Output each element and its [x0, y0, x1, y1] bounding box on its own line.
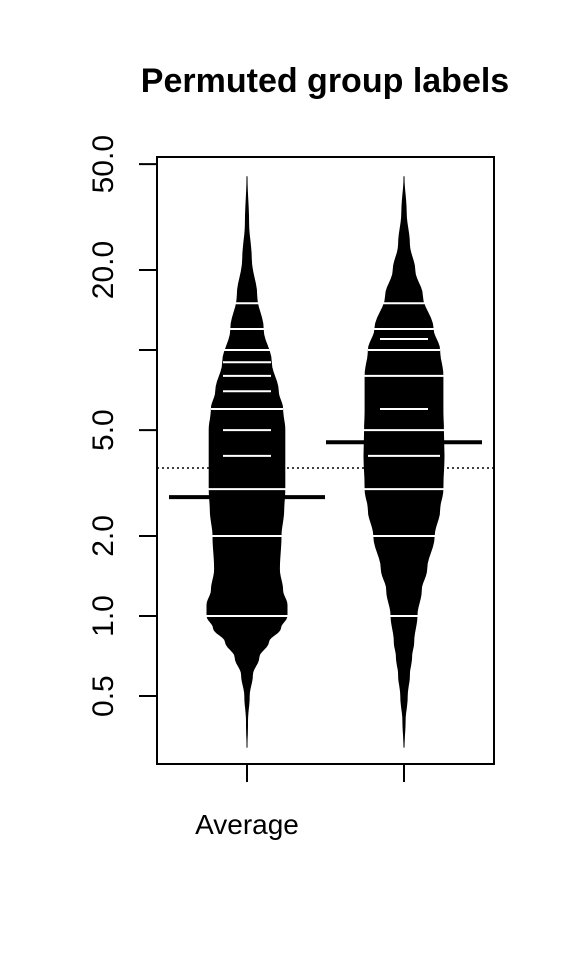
y-tick-label: 20.0	[87, 241, 120, 299]
y-tick-label: 2.0	[87, 515, 120, 557]
bean-shape	[206, 176, 288, 748]
y-tick-label: 5.0	[87, 409, 120, 451]
chart-title: Permuted group labels	[141, 62, 509, 100]
axes-layer: 0.5 1.0 2.0 5.0 20.0 50.0 Average	[87, 135, 405, 840]
x-tick-label: Average	[195, 809, 299, 840]
marks-layer	[157, 302, 494, 617]
plot-border	[156, 156, 495, 765]
y-tick-label: 0.5	[87, 675, 120, 717]
bean-shape	[363, 176, 445, 748]
y-tick-label: 1.0	[87, 595, 120, 637]
beans-layer	[206, 176, 445, 748]
y-tick-label: 50.0	[87, 135, 120, 193]
